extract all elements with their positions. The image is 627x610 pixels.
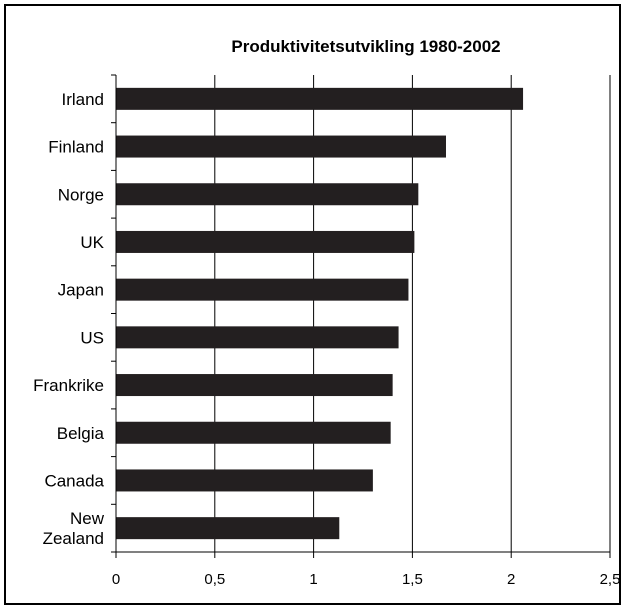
category-label-4: Japan — [58, 281, 104, 300]
category-label-0: Irland — [61, 90, 104, 109]
category-labels: Irland Finland Norge UK Japan US Frankrike Belg… — [33, 90, 105, 548]
category-label-5: US — [80, 328, 104, 347]
category-label-1: Finland — [48, 138, 104, 157]
category-label-9: New Zealand — [43, 509, 105, 548]
axes — [111, 74, 611, 558]
bars — [116, 87, 524, 540]
bar-3 — [116, 230, 415, 253]
bar-8 — [116, 469, 373, 492]
chart-title: Produktivitetsutvikling 1980-2002 — [231, 37, 500, 56]
category-label-6: Frankrike — [33, 376, 104, 395]
bar-2 — [116, 183, 419, 206]
category-label-7: Belgia — [57, 424, 105, 443]
x-tick-label-1: 0,5 — [204, 571, 225, 588]
x-tick-label-3: 1,5 — [402, 571, 423, 588]
category-label-3: UK — [80, 233, 104, 252]
x-tick-label-0: 0 — [112, 571, 120, 588]
bar-6 — [116, 374, 393, 397]
x-tick-label-4: 2 — [507, 571, 515, 588]
bar-1 — [116, 135, 446, 158]
category-label-8: Canada — [44, 471, 104, 490]
bar-7 — [116, 421, 391, 444]
bar-5 — [116, 326, 399, 349]
x-tick-label-5: 2,5 — [600, 571, 621, 588]
x-tick-label-2: 1 — [309, 571, 317, 588]
category-label-2: Norge — [58, 185, 104, 204]
bar-4 — [116, 278, 409, 301]
bar-0 — [116, 87, 524, 110]
bar-9 — [116, 517, 340, 540]
tick-labels: 0 0,5 1 1,5 2 2,5 — [112, 571, 621, 588]
